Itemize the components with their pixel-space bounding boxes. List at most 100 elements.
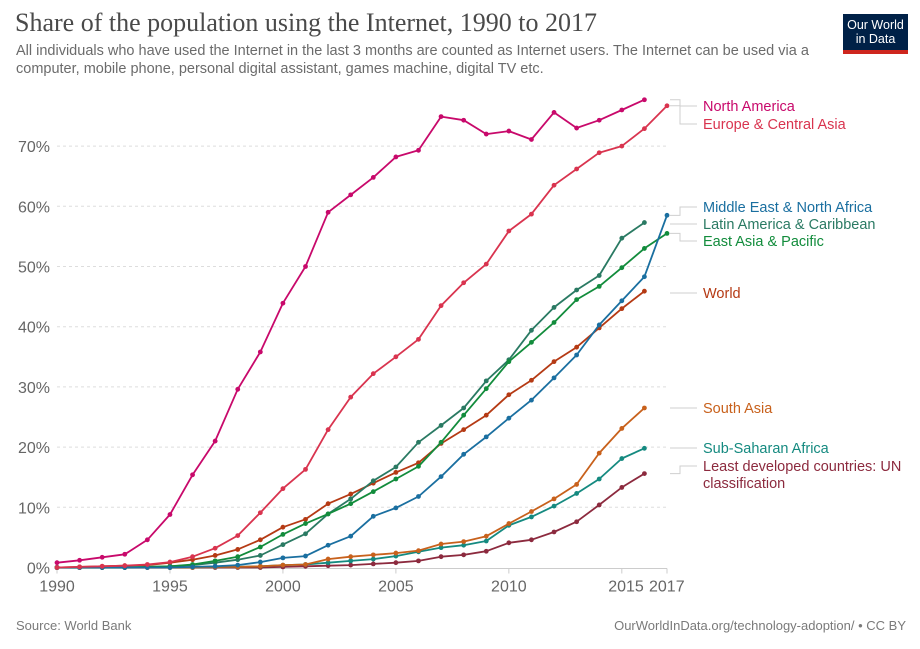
data-point [596,502,602,508]
data-point [483,548,489,554]
data-point [483,378,489,384]
data-point [642,220,647,225]
data-point [438,541,444,547]
data-point [325,427,331,433]
license-link[interactable]: OurWorldInData.org/technology-adoption/ … [614,618,906,633]
x-tick-label: 2017 [649,579,685,596]
data-point [303,521,308,526]
y-tick-label: 30% [18,380,50,397]
data-point [235,554,241,560]
data-point [393,505,399,511]
series-line [57,472,645,569]
series-south-asia [54,405,647,570]
data-point [280,562,286,568]
data-point [416,147,421,153]
series-line [57,214,668,569]
data-point [619,306,625,312]
data-point [551,375,557,381]
data-point [416,558,421,564]
series-east-asia-pacific [54,230,670,570]
data-point [416,548,421,554]
data-point [280,486,286,492]
legend-item: Middle East & North Africa [670,200,873,216]
data-point [642,471,647,476]
data-point [596,150,602,156]
data-point [619,235,625,241]
data-point [144,562,150,567]
data-point [235,562,241,568]
legend-label: South Asia [703,401,773,417]
data-point [529,339,534,345]
logo-stripe [843,50,908,54]
data-point [642,274,647,280]
data-point [325,501,331,507]
legend-label: classification [703,476,785,492]
series-sub-saharan-africa [54,445,647,570]
data-point [348,554,354,560]
data-point [438,114,444,120]
legend-connector [670,206,697,216]
data-point [416,463,421,469]
data-point [529,397,534,403]
chart-title: Share of the population using the Intern… [15,8,598,37]
data-point [325,209,331,215]
data-point [212,558,218,564]
y-tick-label: 20% [18,440,50,457]
data-point [461,542,467,548]
x-tick-label: 1990 [39,579,75,596]
data-point [54,565,60,570]
data-point [99,563,105,569]
data-point [529,537,534,543]
series-world [54,288,647,570]
data-point [370,513,376,519]
owid-logo[interactable]: Our World in Data [843,14,908,54]
data-point [370,552,376,558]
data-point [506,392,512,398]
data-point [483,538,489,544]
data-point [529,327,534,333]
data-point [212,553,218,558]
legend-connector [670,105,697,125]
series-line [57,232,668,569]
data-point [303,553,308,559]
data-point [483,261,489,267]
data-point [325,511,331,517]
data-point [348,533,354,539]
data-point [370,478,376,484]
data-point [280,542,286,548]
data-point [574,166,580,172]
data-point [483,131,489,137]
data-point [596,283,602,289]
data-point [574,125,580,131]
data-point [551,109,557,115]
legend-item: South Asia [670,401,773,417]
legend-label: North America [703,99,796,115]
data-point [257,510,263,516]
data-point [551,496,557,502]
series-middle-east-north-africa [54,212,670,570]
data-point [664,230,670,236]
data-point [212,545,218,551]
data-point [596,322,602,328]
data-point [551,182,557,188]
legend-label: Europe & Central Asia [703,117,847,133]
data-point [461,412,467,418]
legend-label: Middle East & North Africa [703,200,873,216]
data-point [370,556,376,562]
data-point [461,539,467,545]
chart-subtitle: All individuals who have used the Intern… [16,43,809,77]
legend-label: Least developed countries: UN [703,459,901,475]
legend-label: East Asia & Pacific [703,234,824,250]
data-point [325,556,331,562]
data-point [235,547,241,552]
series-line [57,407,646,569]
logo-line-2: in Data [855,32,896,46]
data-point [483,533,489,539]
data-point [596,273,602,278]
data-point [529,137,534,142]
data-point [167,512,173,517]
data-point [370,371,376,377]
data-point [574,344,580,350]
data-point [529,514,534,520]
data-point [303,562,308,567]
